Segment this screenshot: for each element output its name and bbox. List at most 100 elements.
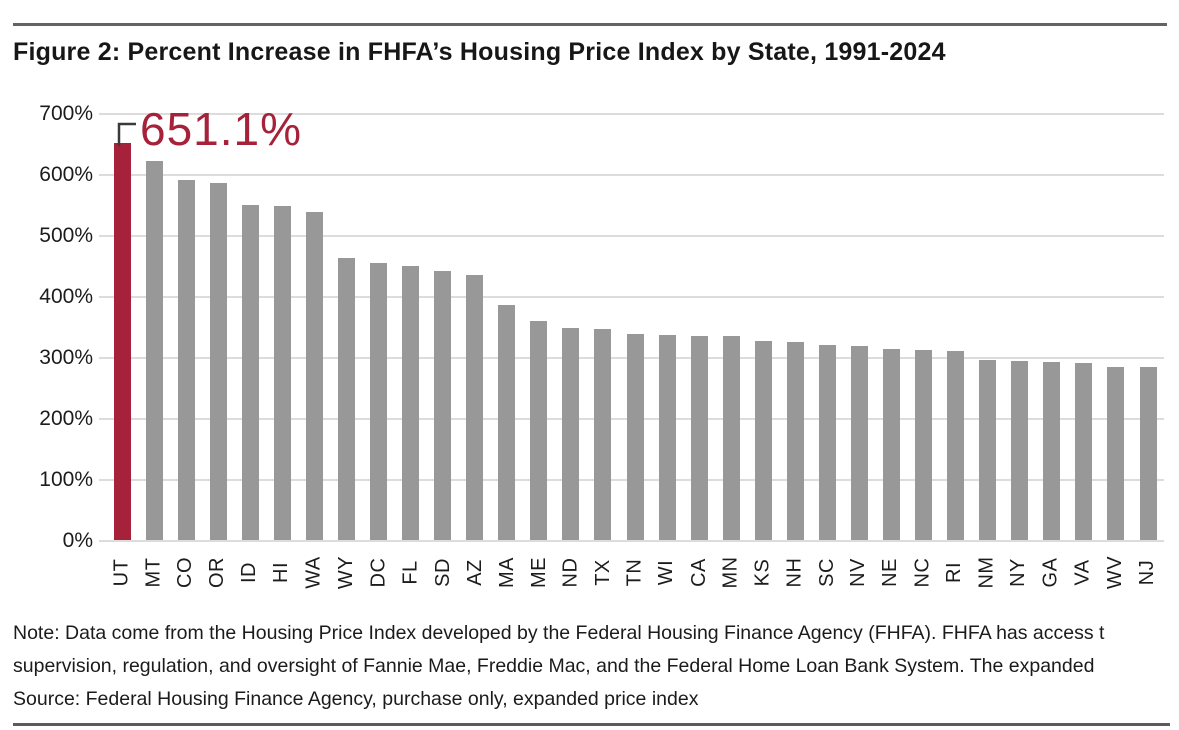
x-axis-label-cell: ND: [555, 548, 587, 596]
bar-NC: [915, 349, 933, 540]
x-axis-label-NH: NH: [783, 557, 806, 587]
bars-container: [106, 113, 1164, 540]
figure-title: Figure 2: Percent Increase in FHFA’s Hou…: [13, 38, 946, 66]
bar-ND: [562, 328, 580, 540]
bar-slot: [747, 113, 779, 540]
y-axis-label: 700%: [39, 102, 93, 125]
x-axis-label-cell: ID: [234, 548, 266, 596]
bar-slot: [1132, 113, 1164, 540]
bar-slot: [427, 113, 459, 540]
bar-slot: [459, 113, 491, 540]
x-axis-label-NJ: NJ: [1136, 559, 1159, 585]
bar-SD: [434, 271, 452, 540]
bar-AZ: [466, 275, 484, 540]
x-axis-label-cell: NH: [779, 548, 811, 596]
annotation-value-label: 651.1%: [140, 103, 303, 155]
x-axis-label-cell: TX: [587, 548, 619, 596]
bar-slot: [811, 113, 843, 540]
x-axis-label-MA: MA: [495, 556, 518, 588]
x-axis-labels: UT MT CO OR ID HI WA WY DC FL SD AZ MA ME ND TX TN WI CA MN…: [106, 548, 1164, 596]
x-axis-label-cell: ME: [523, 548, 555, 596]
x-axis-label-AZ: AZ: [463, 558, 486, 586]
x-axis-label-UT: UT: [110, 558, 133, 586]
bar-ME: [530, 321, 548, 540]
bar-TN: [626, 333, 644, 540]
bar-DC: [370, 263, 388, 540]
x-axis-label-cell: DC: [363, 548, 395, 596]
bar-slot: [972, 113, 1004, 540]
x-axis-label-CA: CA: [687, 557, 710, 587]
x-axis-label-cell: KS: [747, 548, 779, 596]
x-axis-label-cell: WA: [298, 548, 330, 596]
x-axis-label-cell: RI: [939, 548, 971, 596]
x-axis-label-HI: HI: [270, 561, 293, 583]
x-axis-label-OR: OR: [206, 556, 229, 588]
bar-CO: [177, 180, 195, 540]
x-axis-label-cell: MN: [715, 548, 747, 596]
gridline: [106, 235, 1164, 237]
y-axis-tick: [99, 296, 106, 298]
x-axis-label-ME: ME: [527, 556, 550, 588]
bar-WY: [337, 258, 355, 540]
x-axis-label-cell: NE: [875, 548, 907, 596]
x-axis-label-RI: RI: [943, 561, 966, 583]
x-axis-label-SC: SC: [815, 557, 838, 587]
x-axis-label-cell: CO: [170, 548, 202, 596]
x-axis-label-NY: NY: [1007, 557, 1030, 587]
note-text-line2: supervision, regulation, and oversight o…: [13, 655, 1095, 677]
y-axis-tick: [99, 540, 106, 542]
bar-slot: [363, 113, 395, 540]
x-axis-label-cell: WY: [330, 548, 363, 596]
x-axis-label-cell: GA: [1035, 548, 1067, 596]
x-axis-label-cell: UT: [106, 548, 138, 596]
y-axis-tick: [99, 113, 106, 115]
x-axis-label-cell: NM: [971, 548, 1003, 596]
bar-slot: [491, 113, 523, 540]
bar-TX: [594, 328, 612, 540]
x-axis-label-TX: TX: [591, 558, 614, 586]
bar-slot: [170, 113, 202, 540]
x-axis-label-DC: DC: [367, 557, 390, 587]
gridline: [106, 174, 1164, 176]
x-axis-label-WV: WV: [1103, 555, 1126, 589]
y-axis-tick: [99, 357, 106, 359]
x-axis-label-cell: FL: [395, 548, 427, 596]
figure-top-rule: [13, 23, 1167, 26]
x-axis-label-cell: MT: [138, 548, 170, 596]
bar-slot: [298, 113, 330, 540]
x-axis-label-cell: SC: [811, 548, 843, 596]
y-axis-label: 400%: [39, 285, 93, 308]
bar-slot: [555, 113, 587, 540]
x-axis-label-cell: HI: [266, 548, 298, 596]
y-axis-tick: [99, 235, 106, 237]
gridline: [106, 113, 1164, 115]
bar-NY: [1011, 360, 1029, 540]
x-axis-label-NV: NV: [847, 557, 870, 587]
bar-slot: [106, 113, 138, 540]
bar-HI: [273, 206, 291, 540]
bar-slot: [619, 113, 651, 540]
x-axis-label-WA: WA: [302, 555, 325, 589]
bar-slot: [651, 113, 683, 540]
bar-MA: [498, 305, 516, 540]
bar-slot: [234, 113, 266, 540]
x-axis-label-cell: SD: [427, 548, 459, 596]
x-axis-label-NM: NM: [975, 555, 998, 589]
x-axis-label-NE: NE: [879, 557, 902, 587]
bar-OR: [209, 183, 227, 540]
y-axis-label: 300%: [39, 346, 93, 369]
x-axis-label-GA: GA: [1039, 557, 1062, 587]
x-axis-label-TN: TN: [623, 558, 646, 586]
gridline: [106, 540, 1164, 542]
bar-slot: [715, 113, 747, 540]
y-axis-label: 600%: [39, 163, 93, 186]
x-axis-label-cell: CA: [683, 548, 715, 596]
bar-SC: [818, 344, 836, 540]
bar-NH: [786, 341, 804, 540]
x-axis-label-WI: WI: [655, 559, 678, 585]
x-axis-label-cell: NY: [1003, 548, 1035, 596]
bar-slot: [940, 113, 972, 540]
bar-CA: [690, 335, 708, 540]
x-axis-label-cell: NV: [843, 548, 875, 596]
figure-notes: Note: Data come from the Housing Price I…: [13, 617, 1173, 716]
